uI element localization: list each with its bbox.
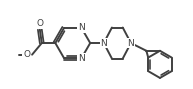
Text: O: O [36,19,43,28]
Text: N: N [78,23,85,32]
Text: O: O [23,50,30,59]
Text: N: N [100,39,107,48]
Text: N: N [78,54,85,63]
Text: N: N [128,39,134,48]
